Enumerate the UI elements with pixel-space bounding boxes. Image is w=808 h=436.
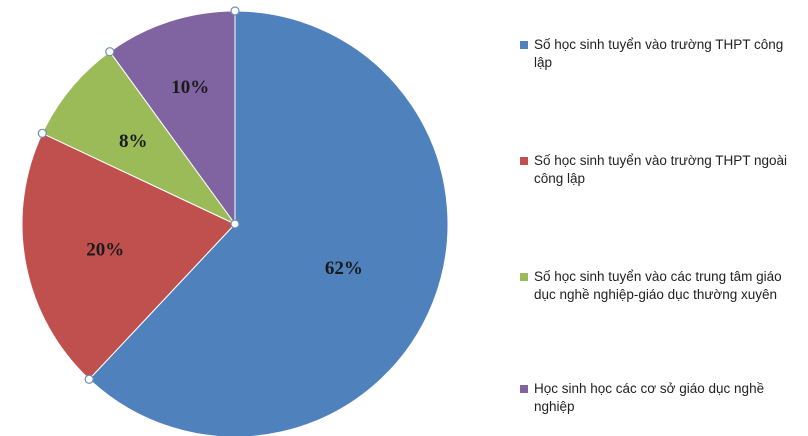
legend-swatch-public	[520, 41, 528, 49]
legend-swatch-private	[520, 157, 528, 165]
slice-label-vocational-center: 8%	[119, 131, 148, 152]
legend-label-vocational-center: Số học sinh tuyển vào các trung tâm giáo…	[534, 269, 782, 302]
slice-handle-private	[84, 374, 94, 384]
slice-label-public: 62%	[325, 258, 363, 279]
pie-center-handle	[230, 219, 240, 229]
legend-label-public: Số học sinh tuyển vào trường THPT công l…	[534, 37, 784, 70]
slice-label-private: 20%	[86, 240, 124, 261]
legend-item-private: Số học sinh tuyển vào trường THPT ngoài …	[520, 152, 800, 188]
pie-slice-vocational-school	[109, 10, 236, 226]
legend: Số học sinh tuyển vào trường THPT công l…	[520, 0, 808, 436]
slice-handle-vocational-school	[105, 47, 115, 57]
pie-slice-private	[21, 132, 236, 380]
slice-label-vocational-school: 10%	[171, 77, 209, 98]
legend-item-vocational-school: Học sinh học các cơ sở giáo dục nghề ngh…	[520, 380, 800, 416]
slice-handle-public	[230, 6, 240, 16]
legend-label-private: Số học sinh tuyển vào trường THPT ngoài …	[534, 153, 788, 186]
slice-handle-vocational-center	[37, 128, 47, 138]
pie-slice-public	[88, 10, 449, 436]
legend-swatch-vocational-center	[520, 273, 528, 281]
legend-item-vocational-center: Số học sinh tuyển vào các trung tâm giáo…	[520, 268, 800, 304]
legend-item-public: Số học sinh tuyển vào trường THPT công l…	[520, 36, 800, 72]
legend-label-vocational-school: Học sinh học các cơ sở giáo dục nghề ngh…	[534, 381, 765, 414]
legend-swatch-vocational-school	[520, 385, 528, 393]
pie-chart: 62% 20% 8% 10%	[21, 6, 449, 436]
